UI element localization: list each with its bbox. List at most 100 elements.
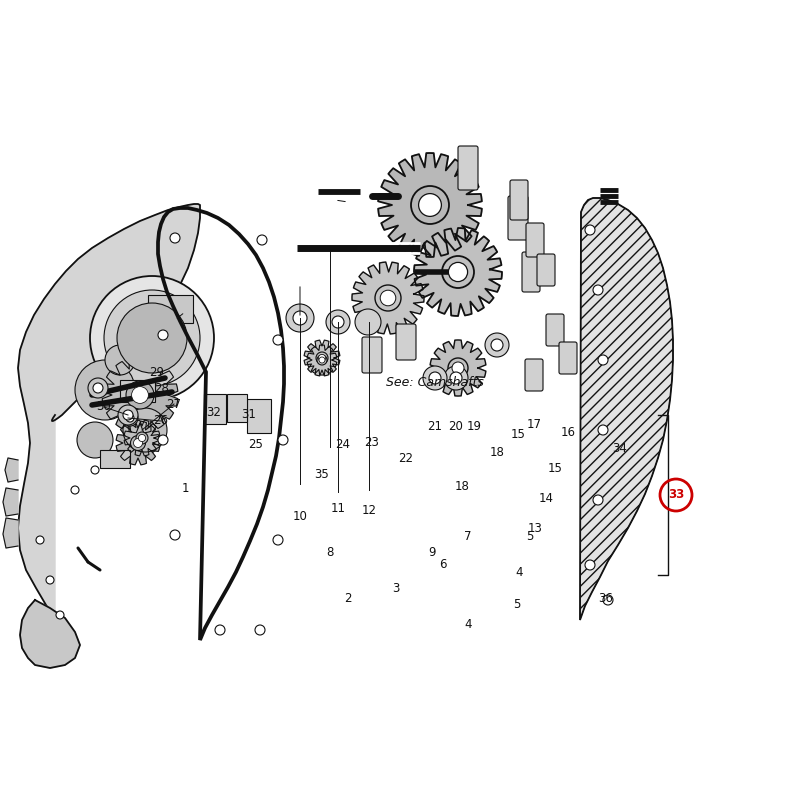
FancyBboxPatch shape: [522, 252, 540, 292]
Circle shape: [77, 422, 113, 458]
Circle shape: [105, 345, 135, 375]
Text: 1: 1: [182, 482, 189, 494]
Circle shape: [134, 438, 142, 447]
Text: 2: 2: [344, 591, 352, 605]
Circle shape: [158, 435, 168, 445]
Polygon shape: [124, 420, 160, 456]
Polygon shape: [304, 340, 340, 376]
Text: 34: 34: [613, 442, 627, 454]
Circle shape: [123, 408, 167, 452]
Circle shape: [273, 335, 283, 345]
Polygon shape: [20, 600, 80, 668]
Polygon shape: [18, 204, 200, 620]
Circle shape: [448, 358, 468, 378]
Text: 15: 15: [510, 429, 526, 442]
Polygon shape: [3, 488, 18, 516]
Text: 6: 6: [439, 558, 446, 571]
Circle shape: [418, 194, 442, 216]
Circle shape: [104, 290, 200, 386]
Text: 5: 5: [514, 598, 521, 611]
Circle shape: [90, 276, 214, 400]
Circle shape: [448, 262, 467, 282]
Text: 25: 25: [249, 438, 263, 451]
Text: 10: 10: [293, 510, 307, 522]
Circle shape: [593, 495, 603, 505]
Polygon shape: [5, 458, 18, 482]
Circle shape: [71, 486, 79, 494]
Bar: [100, 450, 130, 468]
Text: 22: 22: [398, 453, 414, 466]
Text: 30: 30: [97, 401, 111, 414]
Circle shape: [46, 576, 54, 584]
Text: 29: 29: [150, 366, 165, 379]
Circle shape: [91, 466, 99, 474]
Text: 36: 36: [598, 593, 614, 606]
FancyBboxPatch shape: [247, 399, 271, 433]
Circle shape: [332, 316, 344, 328]
FancyBboxPatch shape: [546, 314, 564, 346]
Circle shape: [88, 378, 108, 398]
Circle shape: [423, 366, 447, 390]
Circle shape: [485, 333, 509, 357]
FancyBboxPatch shape: [508, 196, 528, 240]
Polygon shape: [102, 357, 178, 433]
Text: 19: 19: [466, 421, 482, 434]
Circle shape: [429, 372, 441, 384]
Circle shape: [452, 362, 464, 374]
Circle shape: [130, 435, 146, 450]
Text: 17: 17: [526, 418, 542, 431]
Polygon shape: [378, 153, 482, 257]
Polygon shape: [116, 421, 160, 465]
Text: See: Camshafts: See: Camshafts: [386, 377, 484, 390]
FancyBboxPatch shape: [362, 337, 382, 373]
FancyBboxPatch shape: [510, 180, 528, 220]
Circle shape: [126, 414, 134, 422]
Circle shape: [257, 235, 267, 245]
Circle shape: [375, 285, 401, 311]
Circle shape: [170, 530, 180, 540]
Circle shape: [316, 352, 328, 364]
FancyBboxPatch shape: [525, 359, 543, 391]
Text: 9: 9: [428, 546, 436, 559]
Text: 4: 4: [464, 618, 472, 631]
Text: 8: 8: [326, 546, 334, 559]
Text: 21: 21: [427, 419, 442, 433]
Text: 18: 18: [490, 446, 505, 459]
Circle shape: [255, 625, 265, 635]
Circle shape: [117, 303, 187, 373]
Circle shape: [278, 435, 288, 445]
Circle shape: [318, 354, 326, 362]
Text: 16: 16: [561, 426, 575, 438]
FancyBboxPatch shape: [537, 254, 555, 286]
Circle shape: [293, 311, 307, 325]
Text: 18: 18: [454, 481, 470, 494]
Text: 33: 33: [668, 489, 684, 502]
Bar: [120, 380, 155, 402]
Circle shape: [215, 625, 225, 635]
Polygon shape: [414, 228, 502, 316]
Text: 32: 32: [206, 406, 222, 419]
Circle shape: [126, 381, 154, 409]
Text: 11: 11: [330, 502, 346, 514]
Circle shape: [131, 386, 149, 403]
Circle shape: [286, 304, 314, 332]
Polygon shape: [352, 262, 424, 334]
Circle shape: [75, 360, 135, 420]
Circle shape: [93, 383, 103, 393]
Polygon shape: [3, 518, 18, 548]
Text: 14: 14: [538, 493, 554, 506]
FancyBboxPatch shape: [559, 342, 577, 374]
Circle shape: [593, 285, 603, 295]
Text: 3: 3: [392, 582, 400, 594]
Text: 5: 5: [526, 530, 534, 543]
Text: 20: 20: [449, 419, 463, 433]
Circle shape: [598, 425, 608, 435]
Circle shape: [355, 309, 381, 335]
Circle shape: [122, 410, 138, 426]
FancyBboxPatch shape: [396, 324, 416, 360]
Text: 35: 35: [314, 467, 330, 481]
Polygon shape: [580, 198, 673, 620]
Bar: [148, 295, 193, 323]
Circle shape: [450, 372, 462, 384]
Text: 4: 4: [515, 566, 522, 579]
